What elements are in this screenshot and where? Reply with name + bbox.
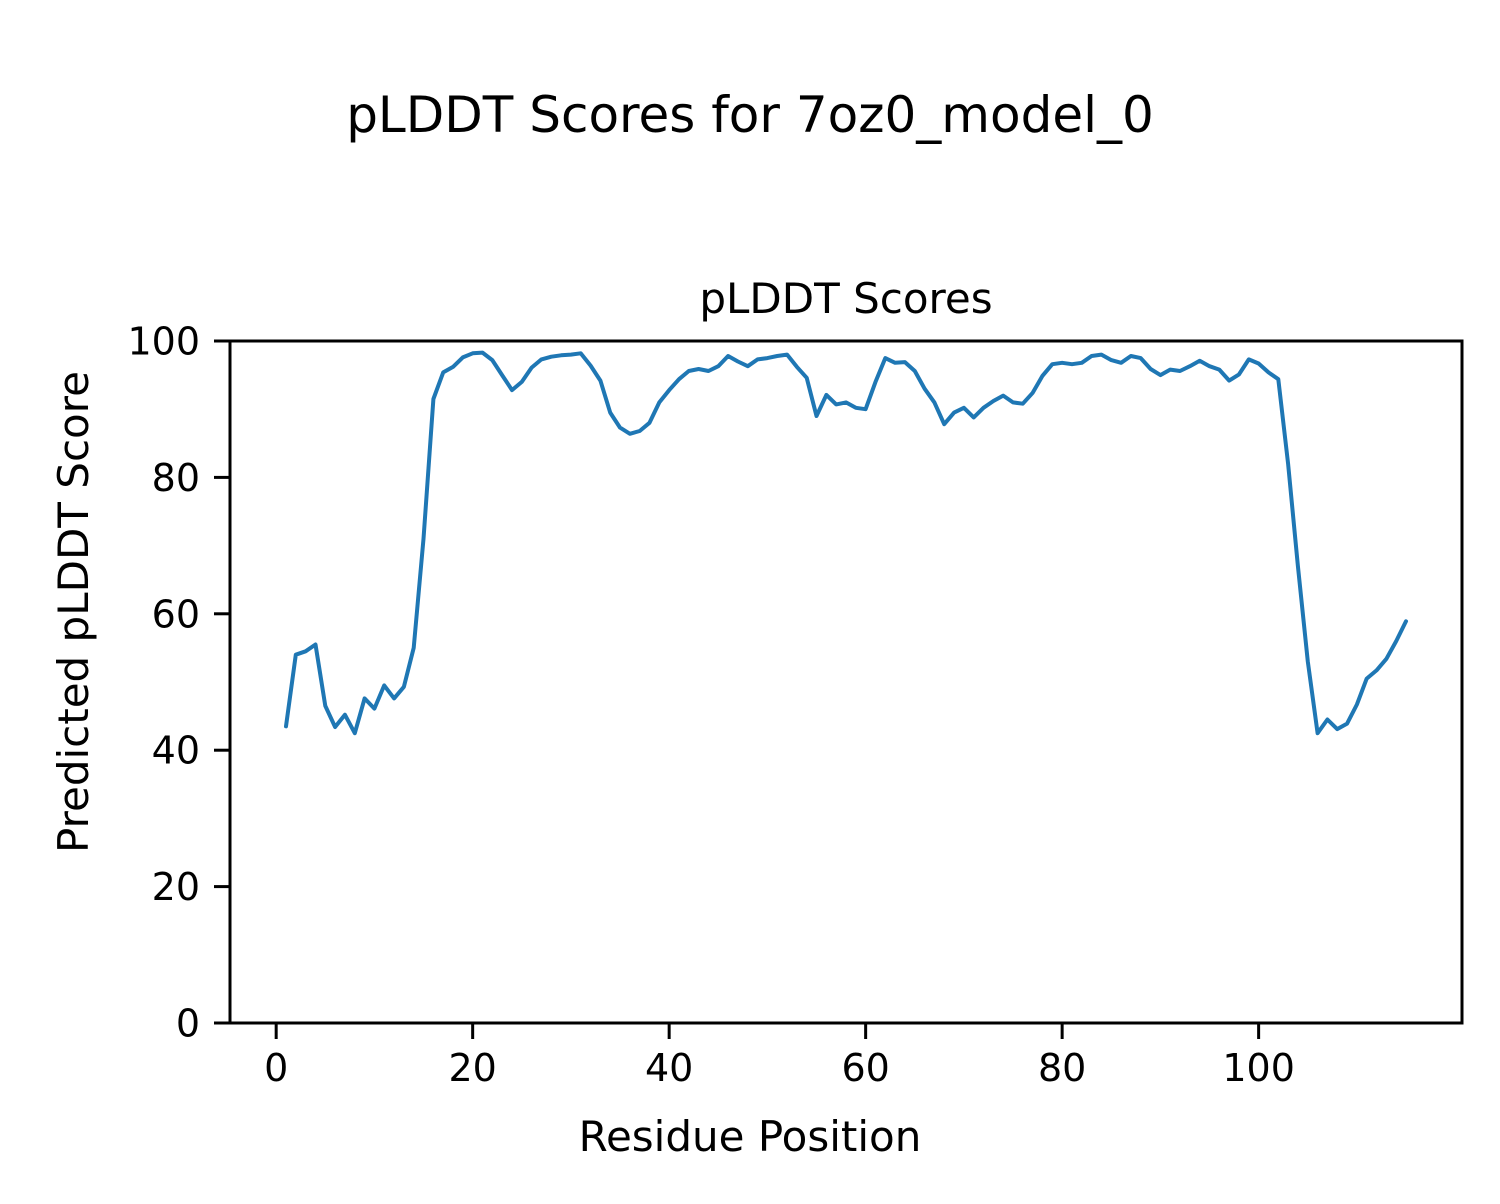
y-tick-label: 100	[127, 320, 200, 364]
x-tick-label: 0	[264, 1046, 288, 1090]
x-tick-label: 20	[448, 1046, 496, 1090]
y-axis-label: Predicted pLDDT Score	[49, 371, 98, 853]
x-tick-label: 80	[1038, 1046, 1086, 1090]
y-tick-label: 60	[152, 592, 200, 636]
figure-title: pLDDT Scores for 7oz0_model_0	[346, 86, 1154, 144]
plot-area: 0 20 40 60 80 100 0 20 40 60 80 100	[127, 320, 1464, 1090]
y-tick-label: 20	[152, 865, 200, 909]
x-tick-label: 40	[645, 1046, 693, 1090]
x-tick-label: 100	[1222, 1046, 1295, 1090]
y-tick-label: 80	[152, 456, 200, 500]
x-tick-label: 60	[841, 1046, 889, 1090]
y-tick-label: 0	[176, 1002, 200, 1046]
axes-title: pLDDT Scores	[699, 274, 992, 323]
y-tick-label: 40	[152, 729, 200, 773]
x-axis-label: Residue Position	[579, 1112, 922, 1161]
plddt-score-line	[284, 350, 1408, 736]
axes-frame	[228, 339, 1464, 1025]
